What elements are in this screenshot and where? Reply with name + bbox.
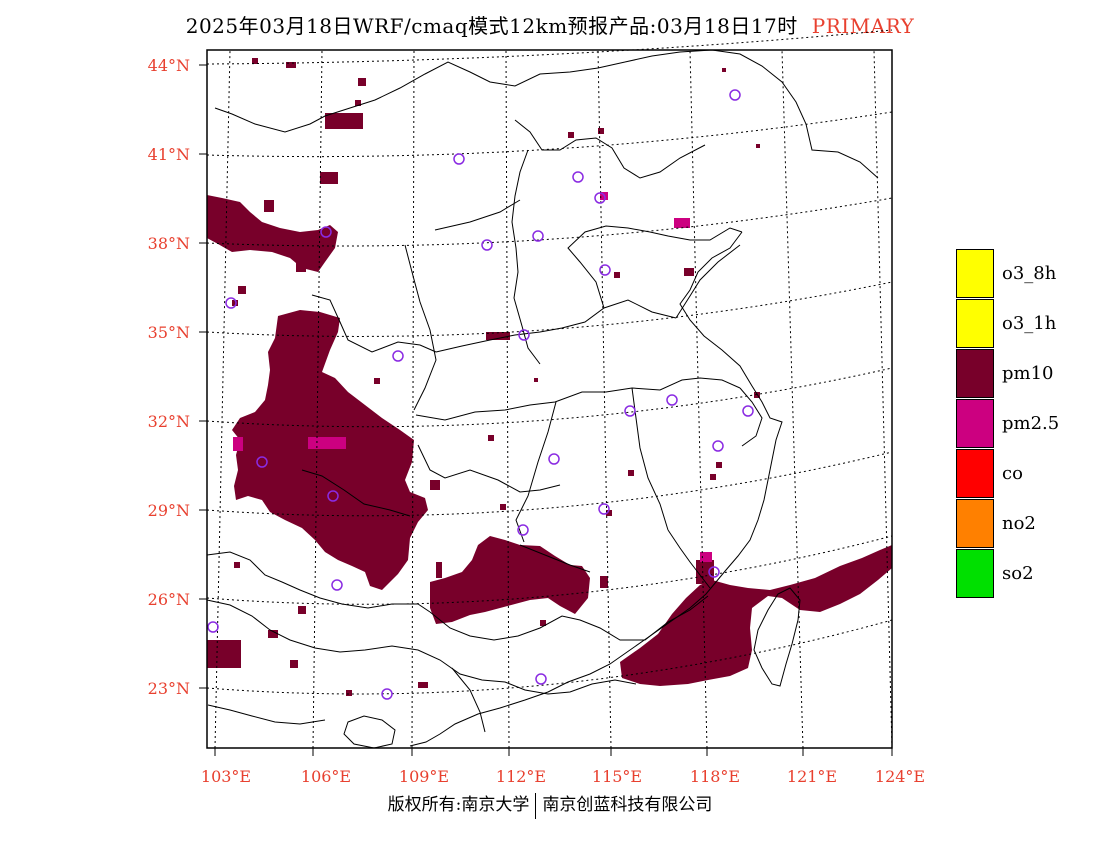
lon-label-118: 118°E [690,767,740,786]
legend-label-co: co [1002,463,1023,484]
lat-label-32: 32°N [148,412,190,431]
lat-label-41: 41°N [148,145,190,164]
map-frame [206,49,893,749]
pm10-region-hunan [430,536,590,624]
legend-item-co: co [956,449,1096,499]
lon-label-112: 112°E [496,767,546,786]
pm25-region-tianjin [674,218,690,228]
lat-label-38: 38°N [148,234,190,253]
province-boundaries [206,49,879,733]
longitude-labels: 103°E 106°E 109°E 112°E 115°E 118°E 121°… [201,767,925,786]
legend-label-pm10: pm10 [1002,363,1054,384]
legend-swatch-o3-1h [956,299,994,348]
latitude-labels: 44°N 41°N 38°N 35°N 32°N 29°N 26°N 23°N [148,56,190,698]
pm10-region-shandong [486,332,510,340]
lat-label-23: 23°N [148,679,190,698]
pm10-region-north-a [325,113,363,129]
title-main: 2025年03月18日WRF/cmaq模式12km预报产品:03月18日17时 [185,14,798,38]
pm10-region-north-c [320,172,338,184]
pm10-region-southeast [620,545,892,686]
pm10-region-southwest [207,640,241,668]
legend-item-o3-1h: o3_1h [956,299,1096,349]
map-title: 2025年03月18日WRF/cmaq模式12km预报产品:03月18日17时 P… [0,10,1100,39]
pm10-region-northwest [207,195,338,272]
legend-label-pm25: pm2.5 [1002,413,1060,434]
legend-swatch-so2 [956,549,994,598]
legend-label-o3-8h: o3_8h [1002,263,1057,284]
pollutant-legend: o3_8h o3_1h pm10 pm2.5 co no2 so2 [956,249,1096,599]
pm25-region-chongqing [308,437,346,449]
lat-label-26: 26°N [148,590,190,609]
copyright-footer: 版权所有:南京大学 南京创蓝科技有限公司 [0,790,1100,819]
station-markers [207,89,754,700]
lon-label-106: 106°E [301,767,351,786]
legend-label-so2: so2 [1002,563,1034,584]
legend-swatch-pm25 [956,399,994,448]
legend-label-o3-1h: o3_1h [1002,313,1057,334]
copyright-right: 南京创蓝科技有限公司 [542,795,713,815]
hainan-coast [343,715,396,749]
legend-swatch-o3-8h [956,249,994,298]
axis-ticks [199,64,893,756]
legend-item-no2: no2 [956,499,1096,549]
lon-label-115: 115°E [592,767,642,786]
pm10-scattered-pixels [232,58,760,696]
lat-label-44: 44°N [148,56,190,75]
lon-label-109: 109°E [399,767,449,786]
lat-label-35: 35°N [148,323,190,342]
legend-swatch-pm10 [956,349,994,398]
legend-item-pm10: pm10 [956,349,1096,399]
legend-swatch-no2 [956,499,994,548]
title-pollutant: PRIMARY [811,14,915,38]
pm10-region-fujian [696,560,714,584]
copyright-left: 版权所有:南京大学 [387,795,530,815]
pollutant-regions [207,113,892,686]
lon-label-103: 103°E [201,767,251,786]
lon-label-121: 121°E [787,767,837,786]
taiwan-coast [753,587,801,687]
pm10-region-sichuan [232,310,428,590]
pm25-region-west [233,437,243,451]
coastline [207,231,801,749]
lat-label-29: 29°N [148,501,190,520]
pm25-region-fujian [700,552,712,562]
legend-item-o3-8h: o3_8h [956,249,1096,299]
pm10-region-north-b [264,200,274,212]
lon-label-124: 124°E [875,767,925,786]
legend-swatch-co [956,449,994,498]
legend-item-so2: so2 [956,549,1096,599]
legend-label-no2: no2 [1002,513,1036,534]
footer-divider [535,792,537,819]
legend-item-pm25: pm2.5 [956,399,1096,449]
graticule [206,29,893,749]
